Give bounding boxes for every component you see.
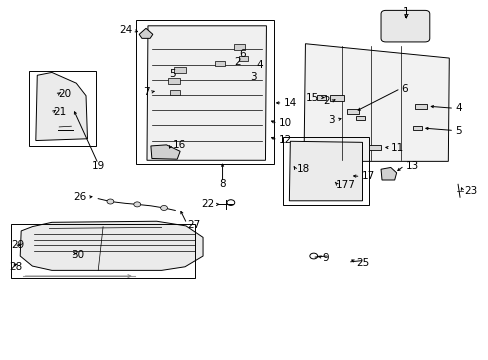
Text: 26: 26: [73, 192, 86, 202]
Polygon shape: [304, 44, 448, 161]
Bar: [346, 109, 358, 114]
Text: 16: 16: [172, 140, 185, 150]
Bar: [167, 78, 179, 84]
Text: 25: 25: [356, 258, 369, 268]
FancyBboxPatch shape: [380, 10, 429, 42]
Text: 15: 15: [305, 93, 318, 103]
Text: 18: 18: [297, 164, 310, 174]
Polygon shape: [380, 167, 396, 180]
Text: 22: 22: [201, 199, 214, 210]
Bar: [215, 61, 224, 66]
Bar: [170, 90, 180, 95]
Bar: [233, 44, 245, 50]
Text: 19: 19: [91, 161, 104, 171]
Text: 5: 5: [454, 126, 461, 135]
Bar: [238, 55, 248, 60]
Polygon shape: [289, 141, 362, 201]
Text: 4: 4: [454, 103, 461, 113]
Text: 24: 24: [119, 25, 132, 35]
Polygon shape: [36, 72, 87, 140]
Polygon shape: [151, 145, 180, 159]
Text: 5: 5: [168, 69, 175, 79]
Bar: [316, 95, 326, 100]
Text: 2: 2: [233, 57, 240, 67]
Text: 27: 27: [186, 220, 200, 230]
Circle shape: [134, 202, 141, 207]
Text: 10: 10: [278, 118, 291, 128]
Text: 4: 4: [256, 60, 263, 70]
Bar: [136, 21, 273, 164]
Polygon shape: [147, 26, 266, 160]
Text: 6: 6: [401, 84, 407, 94]
Text: 20: 20: [58, 89, 71, 99]
Text: 177: 177: [335, 180, 355, 190]
Text: 23: 23: [463, 186, 476, 197]
Text: 14: 14: [283, 98, 296, 108]
Bar: [368, 145, 380, 150]
Polygon shape: [20, 221, 203, 270]
Text: 9: 9: [322, 253, 328, 263]
Text: 2: 2: [323, 96, 329, 106]
Bar: [11, 224, 194, 278]
Bar: [174, 67, 185, 73]
Text: 30: 30: [71, 249, 84, 260]
Text: 6: 6: [239, 49, 246, 59]
Text: 11: 11: [390, 143, 403, 153]
Polygon shape: [139, 28, 153, 39]
Circle shape: [160, 206, 167, 211]
Text: 1: 1: [402, 7, 409, 17]
Text: 21: 21: [53, 107, 66, 117]
Bar: [29, 71, 96, 146]
Text: 7: 7: [143, 87, 150, 97]
Text: 29: 29: [11, 240, 24, 250]
Text: 12: 12: [278, 135, 291, 145]
Bar: [330, 95, 343, 100]
Bar: [414, 104, 426, 109]
Text: 3: 3: [250, 72, 257, 82]
Text: 13: 13: [405, 161, 418, 171]
Circle shape: [107, 199, 114, 204]
Bar: [355, 116, 365, 121]
Text: 8: 8: [219, 179, 225, 189]
Bar: [412, 126, 422, 130]
Bar: [282, 137, 368, 205]
Text: 3: 3: [327, 115, 334, 125]
Text: 28: 28: [9, 262, 22, 272]
Text: 17: 17: [361, 171, 374, 181]
